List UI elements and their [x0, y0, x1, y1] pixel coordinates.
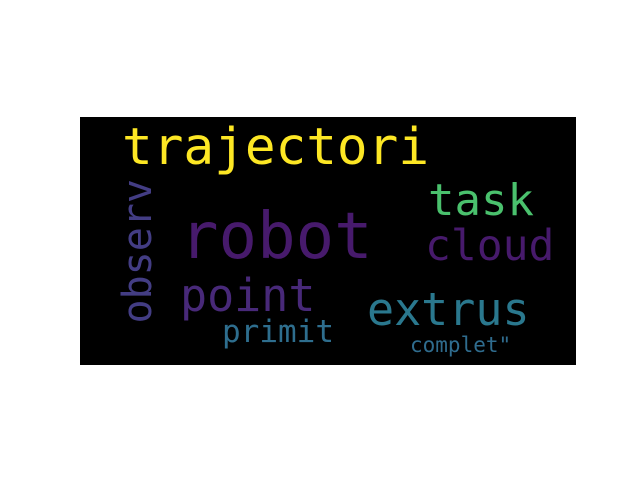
word-observ: observ: [115, 179, 161, 324]
word-robot: robot: [180, 200, 373, 274]
word-cloud: cloud: [425, 221, 555, 271]
word-primit: primit: [222, 314, 334, 350]
word-cloud-panel: trajectori observ task robot cloud point…: [80, 117, 576, 365]
word-extrus: extrus: [367, 283, 530, 336]
word-complet: complet": [410, 333, 512, 357]
word-task: task: [428, 175, 534, 226]
word-point: point: [180, 269, 316, 322]
word-trajectori: trajectori: [122, 118, 430, 177]
